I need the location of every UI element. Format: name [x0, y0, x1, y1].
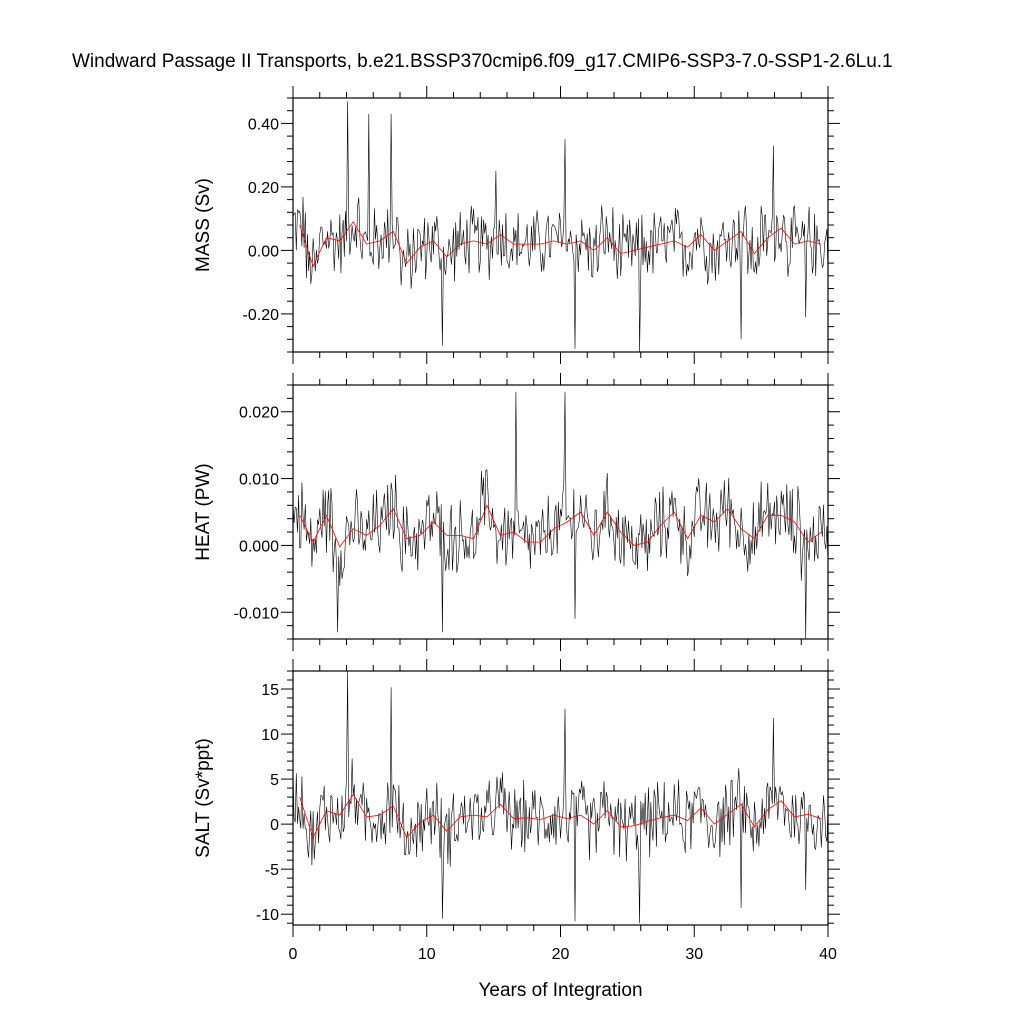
- y-tick-label: 0.40: [248, 116, 279, 133]
- y-tick-label: 0.010: [239, 472, 279, 489]
- y-tick-label: 15: [261, 682, 279, 699]
- y-axis-label: MASS (Sv): [193, 178, 214, 272]
- x-tick-label: 10: [418, 946, 436, 963]
- monthly-series-line: [293, 101, 828, 352]
- y-tick-label: 0.000: [239, 538, 279, 555]
- plot-frame: [292, 670, 829, 926]
- panel-3: -10 -5 0 5 10 15 0 10 20 30 40 SALT (Sv*ppt): [193, 659, 840, 963]
- y-tick-label: 0.020: [239, 405, 279, 422]
- x-tick-label: 40: [819, 946, 837, 963]
- y-tick-label: -0.010: [234, 605, 279, 622]
- y-axis-label: SALT (Sv*ppt): [193, 738, 214, 858]
- panel-2: -0.010 0.000 0.010 0.020 HEAT (PW): [193, 373, 840, 651]
- y-tick-label: -0.20: [243, 307, 280, 324]
- y-tick-label: 0.00: [248, 243, 279, 260]
- x-tick-label: 0: [289, 946, 298, 963]
- monthly-series-line: [293, 671, 828, 924]
- annual-mean-line: [299, 504, 822, 548]
- x-axis-label: Years of Integration: [478, 980, 642, 1001]
- y-tick-label: 10: [261, 727, 279, 744]
- y-tick-label: 0.20: [248, 180, 279, 197]
- x-tick-label: 30: [685, 946, 703, 963]
- x-tick-label: 20: [552, 946, 570, 963]
- annual-mean-line: [299, 221, 822, 268]
- chart-title: Windward Passage II Transports, b.e21.BS…: [72, 51, 893, 72]
- monthly-series-line: [293, 391, 828, 639]
- y-tick-label: 5: [270, 772, 279, 789]
- y-tick-label: -10: [256, 907, 279, 924]
- y-axis-label: HEAT (PW): [193, 463, 214, 560]
- annual-mean-line: [299, 793, 822, 839]
- y-tick-label: -5: [265, 862, 279, 879]
- panels-group: -0.20 0.00 0.20 0.40 MASS (Sv) -0.010 0.000 0.0…: [193, 86, 840, 963]
- y-tick-label: 0: [270, 817, 279, 834]
- panel-1: -0.20 0.00 0.20 0.40 MASS (Sv): [193, 86, 840, 364]
